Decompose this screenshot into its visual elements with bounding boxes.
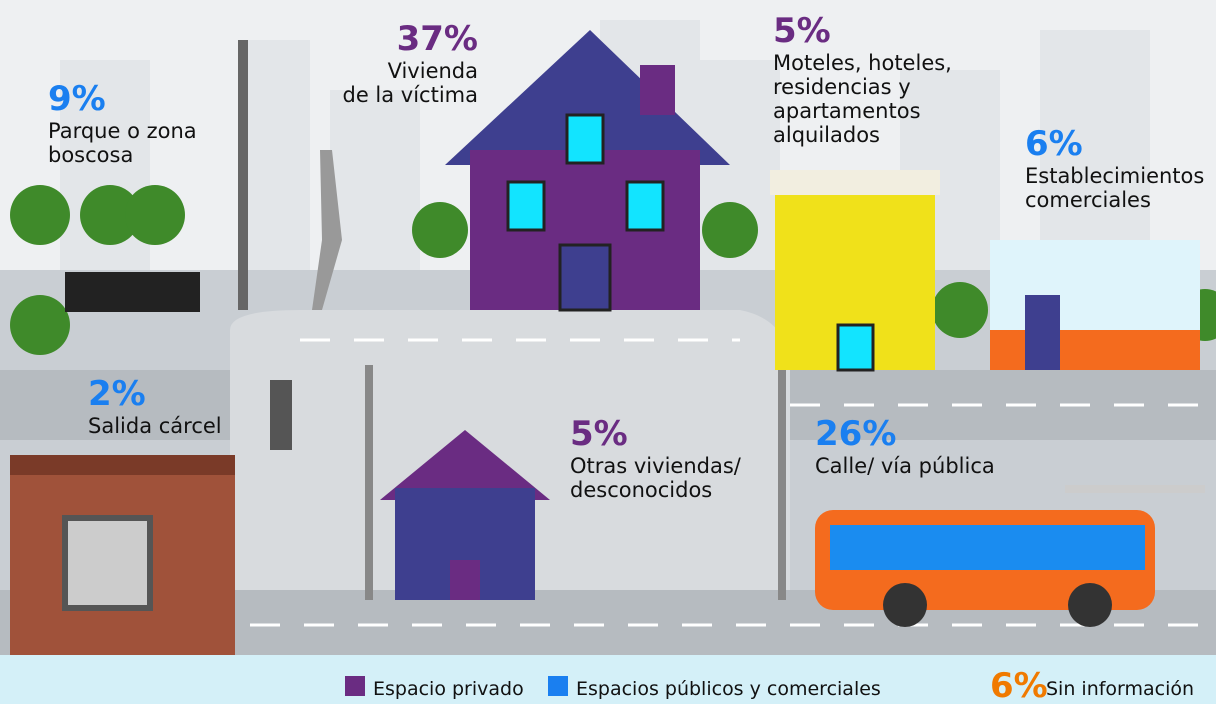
no-info-value: 6%	[990, 666, 1048, 704]
percent: 6%	[1025, 124, 1083, 164]
legend-swatch	[548, 676, 568, 696]
label: Calle/ vía pública	[815, 454, 995, 478]
label: Establecimientos	[1025, 164, 1204, 188]
label: comerciales	[1025, 188, 1151, 212]
label: Vivienda	[388, 59, 478, 83]
label: Salida cárcel	[88, 414, 222, 438]
label: Moteles, hoteles,	[773, 51, 952, 75]
percent: 26%	[815, 414, 896, 454]
label: Otras viviendas/	[570, 454, 742, 478]
legend-swatch	[345, 676, 365, 696]
label: apartamentos	[773, 99, 921, 123]
percent: 5%	[570, 414, 628, 454]
percent: 37%	[397, 19, 478, 59]
label: alquilados	[773, 123, 880, 147]
no-info-label: Sin información	[1046, 678, 1194, 700]
label: desconocidos	[570, 478, 712, 502]
label: boscosa	[48, 143, 133, 167]
label: de la víctima	[342, 83, 478, 107]
infographic: 9%Parque o zonaboscosa 37%Viviendade la v…	[0, 0, 1216, 704]
legend-label: Espacio privado	[373, 678, 524, 700]
legend-label: Espacios públicos y comerciales	[576, 678, 881, 700]
label: Parque o zona	[48, 119, 197, 143]
scene	[0, 0, 1216, 704]
percent: 5%	[773, 11, 831, 51]
percent: 2%	[88, 374, 146, 414]
label: residencias y	[773, 75, 911, 99]
percent: 9%	[48, 79, 106, 119]
